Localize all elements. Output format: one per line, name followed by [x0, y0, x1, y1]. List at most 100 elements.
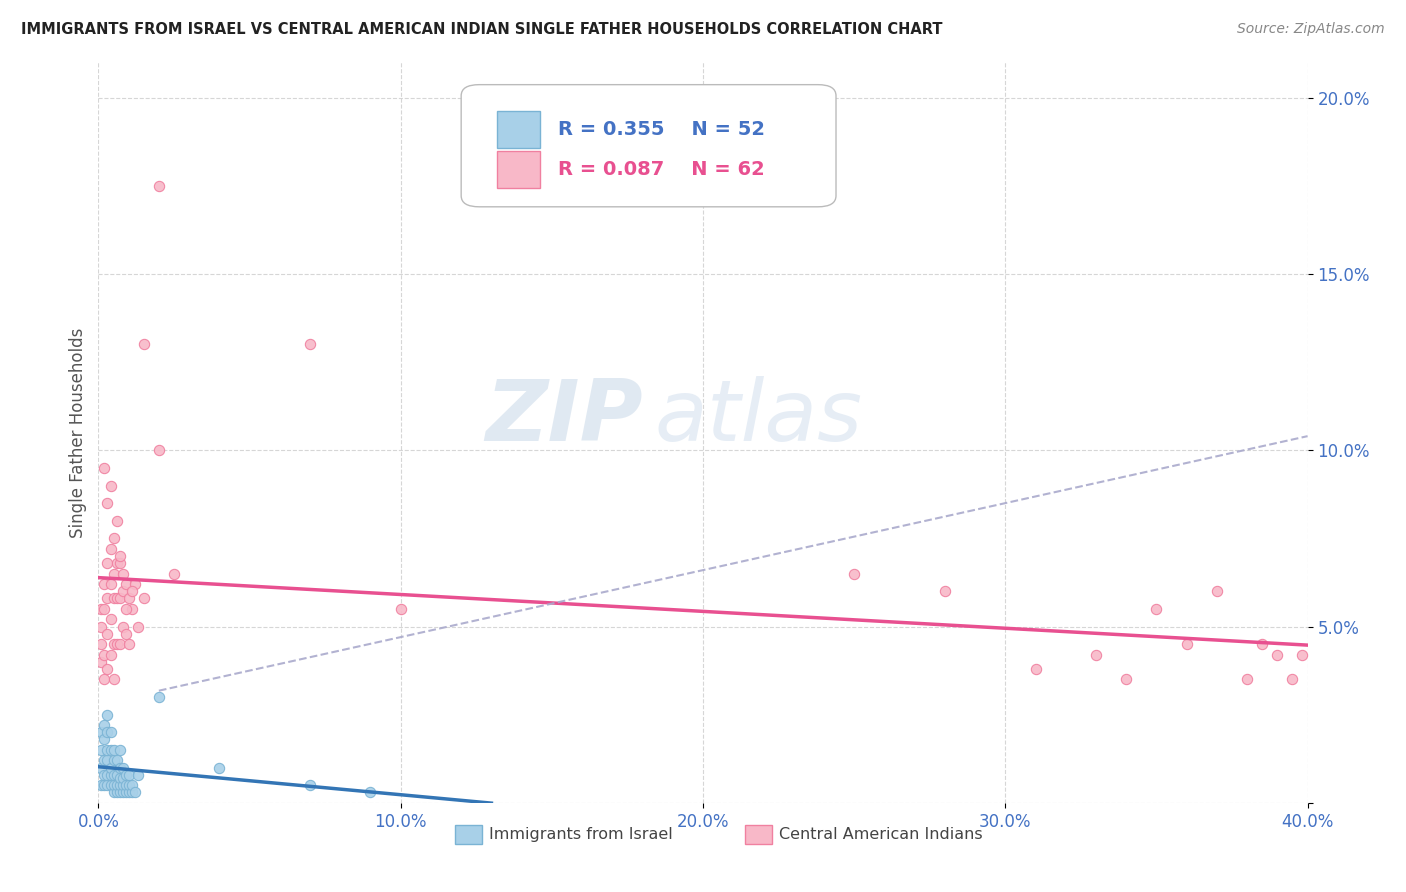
Point — [1291, 648, 1313, 662]
Text: atlas: atlas — [655, 376, 863, 459]
Point — [103, 754, 125, 768]
Point — [148, 443, 170, 458]
Text: Source: ZipAtlas.com: Source: ZipAtlas.com — [1237, 22, 1385, 37]
Point — [108, 743, 131, 757]
Point — [105, 514, 128, 528]
Point — [118, 785, 141, 799]
Point — [934, 584, 956, 599]
Point — [108, 549, 131, 563]
Point — [103, 637, 125, 651]
Point — [96, 496, 118, 510]
Point — [111, 778, 134, 792]
Point — [132, 337, 155, 351]
Point — [96, 767, 118, 781]
Point — [1024, 662, 1046, 676]
Point — [105, 556, 128, 570]
Point — [103, 767, 125, 781]
Point — [118, 637, 141, 651]
Point — [103, 532, 125, 546]
Text: R = 0.087    N = 62: R = 0.087 N = 62 — [558, 161, 765, 179]
Point — [96, 662, 118, 676]
Point — [111, 566, 134, 581]
Point — [96, 556, 118, 570]
Point — [93, 754, 115, 768]
Point — [1281, 673, 1303, 687]
Point — [111, 760, 134, 774]
Point — [844, 566, 866, 581]
Point — [93, 577, 115, 591]
Point — [103, 785, 125, 799]
Point — [1236, 673, 1258, 687]
Point — [90, 778, 112, 792]
Point — [96, 778, 118, 792]
Point — [90, 655, 112, 669]
Point — [127, 619, 149, 633]
Point — [96, 707, 118, 722]
FancyBboxPatch shape — [456, 825, 482, 844]
Point — [108, 760, 131, 774]
Point — [118, 778, 141, 792]
Point — [108, 771, 131, 785]
Point — [114, 785, 136, 799]
Point — [389, 602, 412, 616]
Point — [299, 337, 322, 351]
Point — [93, 767, 115, 781]
Point — [93, 673, 115, 687]
Point — [105, 754, 128, 768]
Point — [96, 754, 118, 768]
Text: Central American Indians: Central American Indians — [779, 827, 983, 842]
Y-axis label: Single Father Households: Single Father Households — [69, 327, 87, 538]
Point — [1267, 648, 1289, 662]
FancyBboxPatch shape — [745, 825, 772, 844]
Point — [299, 778, 322, 792]
Point — [96, 626, 118, 640]
Point — [1144, 602, 1167, 616]
Point — [108, 785, 131, 799]
Point — [90, 637, 112, 651]
Text: R = 0.355    N = 52: R = 0.355 N = 52 — [558, 120, 765, 138]
Point — [1085, 648, 1108, 662]
Point — [111, 619, 134, 633]
Point — [108, 591, 131, 606]
Point — [124, 577, 146, 591]
Point — [103, 743, 125, 757]
Point — [148, 178, 170, 193]
Point — [90, 760, 112, 774]
Point — [1175, 637, 1198, 651]
Point — [108, 556, 131, 570]
Point — [148, 690, 170, 704]
Point — [100, 725, 122, 739]
Point — [114, 577, 136, 591]
Point — [121, 602, 143, 616]
Point — [1115, 673, 1137, 687]
Point — [90, 602, 112, 616]
Point — [93, 732, 115, 747]
Point — [105, 778, 128, 792]
Point — [93, 648, 115, 662]
Point — [100, 778, 122, 792]
Point — [105, 637, 128, 651]
Point — [93, 461, 115, 475]
Point — [93, 778, 115, 792]
Point — [105, 591, 128, 606]
Point — [114, 602, 136, 616]
Point — [108, 778, 131, 792]
Text: ZIP: ZIP — [485, 376, 643, 459]
Point — [208, 760, 231, 774]
Point — [111, 785, 134, 799]
Point — [93, 602, 115, 616]
Point — [100, 478, 122, 492]
Point — [100, 577, 122, 591]
Text: IMMIGRANTS FROM ISRAEL VS CENTRAL AMERICAN INDIAN SINGLE FATHER HOUSEHOLDS CORRE: IMMIGRANTS FROM ISRAEL VS CENTRAL AMERIC… — [21, 22, 942, 37]
Point — [100, 648, 122, 662]
Point — [127, 767, 149, 781]
Point — [103, 591, 125, 606]
Point — [90, 743, 112, 757]
Point — [121, 785, 143, 799]
Point — [118, 767, 141, 781]
Point — [96, 591, 118, 606]
Point — [360, 785, 382, 799]
FancyBboxPatch shape — [461, 85, 837, 207]
Point — [111, 771, 134, 785]
Point — [103, 673, 125, 687]
